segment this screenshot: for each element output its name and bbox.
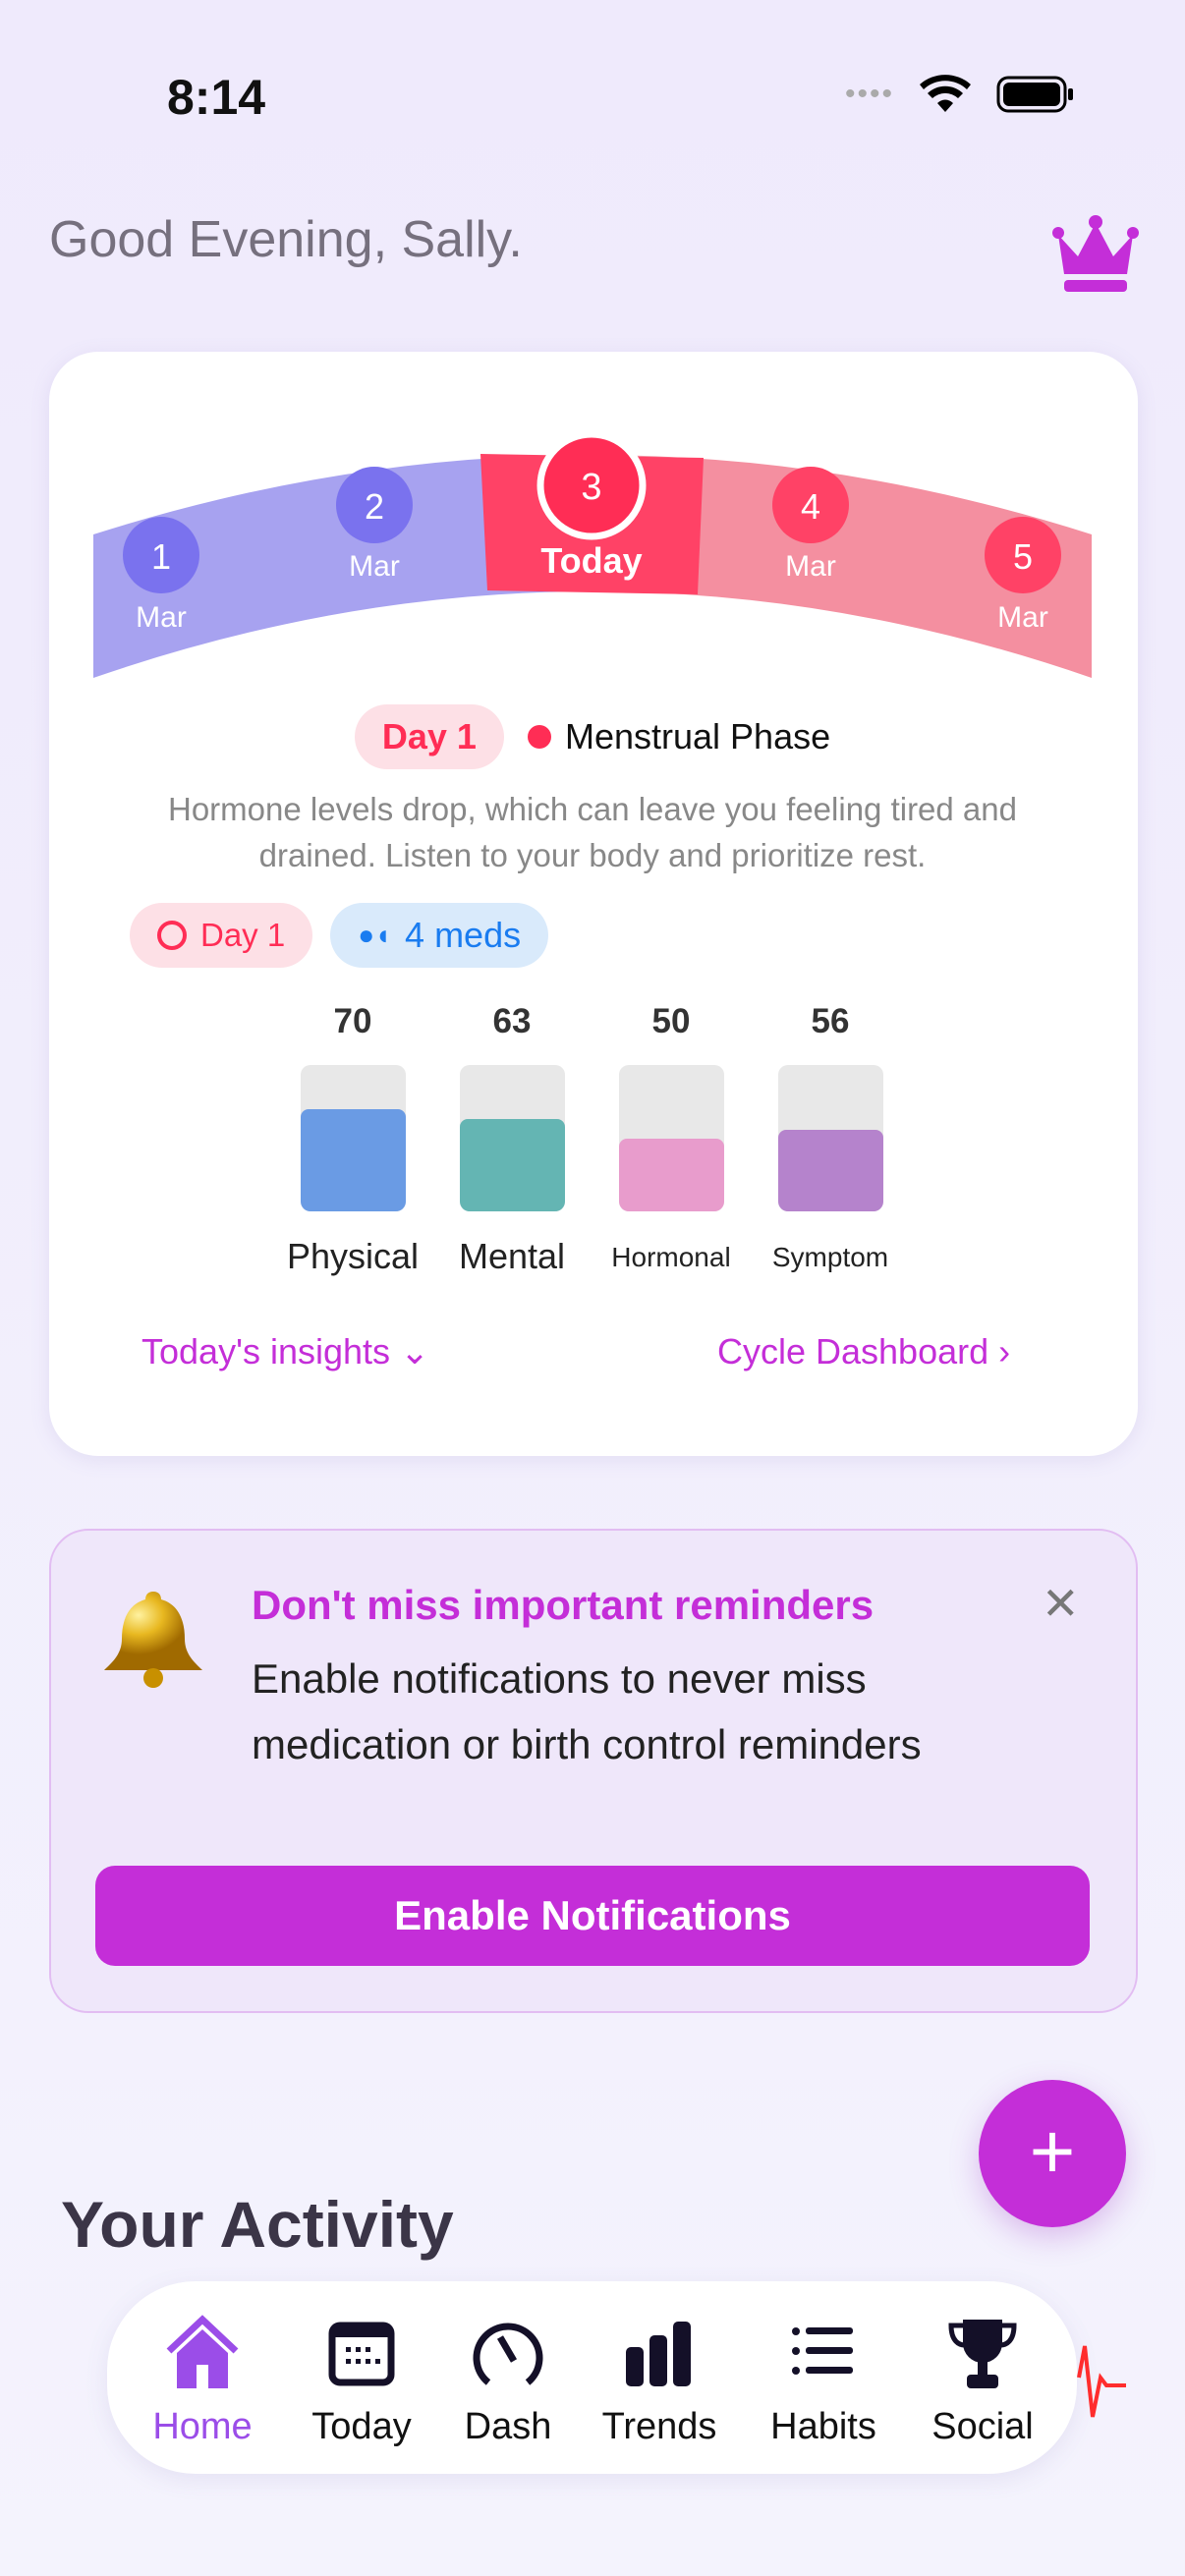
add-fab-button[interactable]: + — [979, 2080, 1126, 2227]
cycle-arc: 1 Mar 2 Mar 3 Today 4 Mar 5 Mar — [93, 430, 1092, 678]
score-label: Symptom — [771, 1242, 889, 1272]
status-icons: •••• — [845, 75, 1075, 114]
day-badge: Day 1 — [354, 704, 504, 769]
arc-segment-past — [93, 455, 592, 678]
svg-text:Mar: Mar — [785, 550, 836, 583]
phase-description: Hormone levels drop, which can leave you… — [168, 791, 1017, 873]
score-value: 56 — [811, 1002, 850, 1040]
cycle-dashboard-link[interactable]: Cycle Dashboard › — [717, 1331, 1011, 1372]
svg-text:Mar: Mar — [349, 550, 400, 583]
day-4[interactable]: 4 Mar — [772, 467, 849, 583]
score-label: Hormonal — [611, 1242, 731, 1272]
svg-text:1: 1 — [151, 536, 171, 577]
pills-icon: ●◖ — [358, 920, 392, 950]
tab-dash[interactable]: Dash — [434, 2314, 582, 2448]
chevron-right-icon: › — [998, 1331, 1011, 1372]
list-icon — [792, 2327, 853, 2375]
svg-text:Mar: Mar — [997, 601, 1048, 634]
enable-notifications-button[interactable]: Enable Notifications — [95, 1866, 1090, 1966]
battery-icon — [996, 76, 1074, 113]
score-bar-mental — [460, 1065, 565, 1211]
day-2[interactable]: 2 Mar — [336, 467, 413, 583]
score-label: Physical — [286, 1236, 420, 1276]
tab-today[interactable]: Today — [288, 2314, 435, 2448]
phase-dot-icon — [527, 725, 551, 749]
speedometer-icon — [473, 2323, 543, 2385]
day-chip-label: Day 1 — [200, 917, 286, 953]
meds-chip-label: 4 meds — [405, 915, 522, 955]
score-value: 70 — [333, 1002, 372, 1040]
tab-bar — [107, 2281, 1077, 2474]
score-bar-fill — [619, 1138, 724, 1211]
crown-icon[interactable] — [1052, 213, 1139, 294]
day-5[interactable]: 5 Mar — [985, 517, 1061, 634]
score-bar-symptom — [778, 1065, 883, 1211]
heartbeat-icon — [1077, 2345, 1126, 2418]
arc-segment-upcoming — [592, 455, 1092, 678]
score-value: 50 — [651, 1002, 691, 1040]
tab-social[interactable]: Social — [909, 2314, 1056, 2448]
wifi-icon — [920, 75, 972, 112]
chips: Day 1 ●◖ 4 meds — [130, 903, 549, 968]
reminder-body: Enable notifications to never miss medic… — [252, 1655, 922, 1767]
score-bar-physical — [301, 1065, 406, 1211]
meds-chip[interactable]: ●◖ 4 meds — [330, 903, 549, 968]
tab-label: Home — [152, 2406, 253, 2447]
tab-label: Trends — [601, 2406, 717, 2447]
svg-text:2: 2 — [365, 486, 384, 527]
bell-icon — [104, 1592, 202, 1688]
trophy-icon — [948, 2320, 1017, 2388]
tab-habits[interactable]: Habits — [750, 2314, 897, 2448]
day-3-today[interactable]: 3 Today — [536, 430, 647, 581]
tab-label: Social — [931, 2406, 1034, 2447]
greeting: Good Evening, Sally. — [49, 211, 523, 268]
svg-text:5: 5 — [1013, 536, 1033, 577]
svg-text:Today: Today — [540, 540, 642, 581]
tab-label: Habits — [770, 2406, 876, 2447]
tab-label: Dash — [464, 2406, 552, 2447]
home-icon — [166, 2315, 239, 2388]
svg-text:Mar: Mar — [136, 601, 187, 634]
reminder-title: Don't miss important reminders — [252, 1582, 875, 1628]
phase-row: Day 1 Menstrual Phase — [0, 704, 1185, 769]
score-label: Mental — [458, 1236, 566, 1276]
tab-label: Today — [311, 2406, 412, 2447]
day-chip[interactable]: Day 1 — [130, 903, 313, 968]
phase-name: Menstrual Phase — [564, 716, 831, 756]
score-bar-fill — [301, 1108, 406, 1211]
tab-trends[interactable]: Trends — [586, 2314, 733, 2448]
day-1[interactable]: 1 Mar — [123, 517, 199, 634]
reminder-close-icon[interactable]: ✕ — [1042, 1578, 1080, 1629]
todays-insights-link[interactable]: Today's insights ⌄ — [141, 1331, 430, 1372]
signal-dots-icon: •••• — [845, 78, 895, 110]
score-value: 63 — [492, 1002, 532, 1040]
score-bar-fill — [460, 1119, 565, 1211]
score-bar-fill — [778, 1129, 883, 1211]
status-time: 8:14 — [167, 70, 266, 125]
your-activity-heading: Your Activity — [61, 2188, 454, 2261]
calendar-icon — [328, 2322, 395, 2386]
score-bar-hormonal — [619, 1065, 724, 1211]
bar-chart-icon — [626, 2322, 691, 2386]
calendar-icon — [157, 921, 187, 950]
chevron-down-icon: ⌄ — [400, 1331, 430, 1372]
tab-home[interactable]: Home — [129, 2314, 276, 2448]
svg-text:4: 4 — [801, 486, 820, 527]
svg-text:3: 3 — [581, 467, 601, 508]
